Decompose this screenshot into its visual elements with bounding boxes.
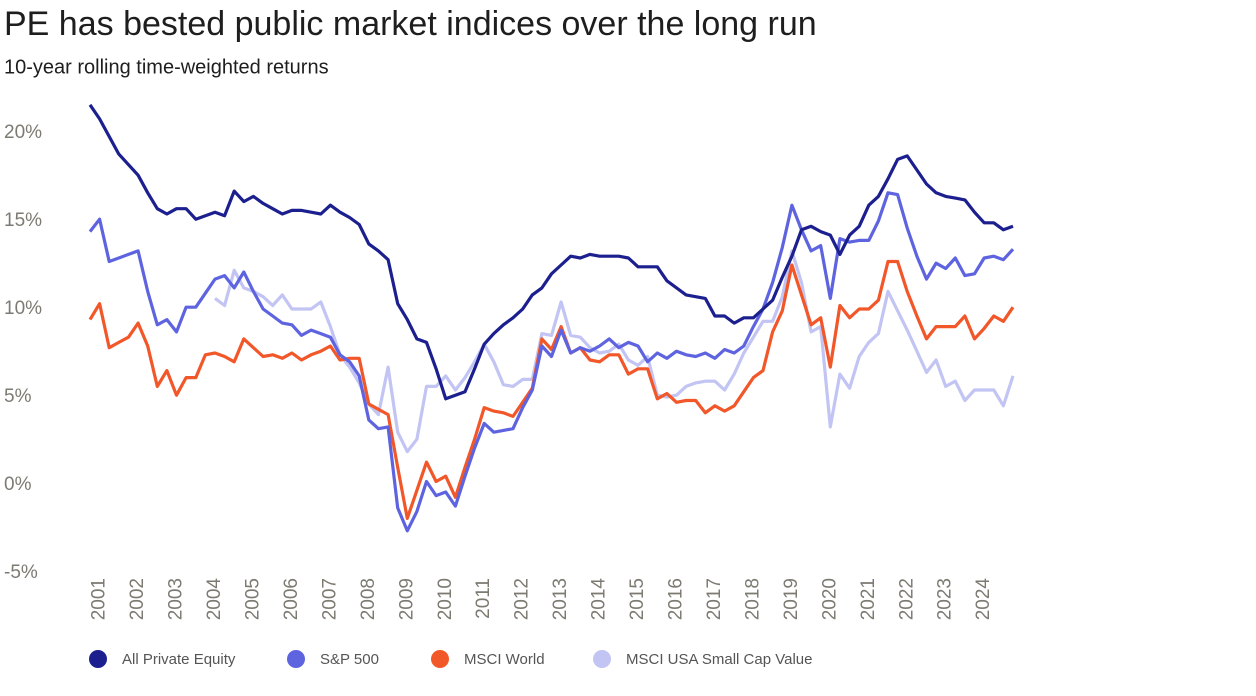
x-tick-label: 2016	[666, 578, 687, 620]
x-tick-label: 2015	[627, 578, 648, 620]
x-tick-label: 2004	[204, 578, 225, 621]
x-tick-label: 2012	[512, 578, 533, 620]
y-tick-label: -5%	[4, 562, 38, 583]
x-tick-label: 2009	[396, 578, 417, 620]
x-tick-label: 2001	[89, 578, 110, 620]
series-line	[88, 191, 1015, 533]
series-line	[214, 249, 1015, 454]
x-tick-label: 2018	[742, 578, 763, 620]
legend-marker	[287, 650, 305, 668]
x-tick-label: 2002	[127, 578, 148, 620]
legend-label: S&P 500	[320, 651, 379, 668]
y-tick-label: 0%	[4, 474, 32, 495]
y-tick-label: 5%	[4, 386, 32, 407]
x-tick-label: 2023	[935, 578, 956, 620]
y-tick-label: 10%	[4, 298, 42, 319]
x-tick-label: 2006	[281, 578, 302, 620]
series-line	[88, 103, 1014, 401]
x-tick-label: 2019	[781, 578, 802, 620]
x-tick-label: 2005	[242, 578, 263, 620]
x-tick-label: 2022	[896, 578, 917, 620]
chart-title: PE has bested public market indices over…	[4, 5, 817, 43]
legend-label: MSCI USA Small Cap Value	[626, 651, 812, 668]
x-tick-label: 2013	[550, 578, 571, 620]
legend-label: MSCI World	[464, 651, 545, 668]
legend-marker	[431, 650, 449, 668]
y-tick-label: 20%	[4, 122, 42, 143]
x-tick-label: 2020	[819, 578, 840, 620]
x-tick-label: 2008	[358, 578, 379, 620]
x-tick-label: 2011	[473, 578, 494, 619]
legend-label: All Private Equity	[122, 651, 236, 668]
x-tick-label: 2014	[589, 578, 610, 621]
x-tick-label: 2017	[704, 578, 725, 620]
x-tick-label: 2010	[435, 578, 456, 620]
x-tick-label: 2007	[319, 578, 340, 620]
legend-marker	[593, 650, 611, 668]
x-tick-label: 2024	[973, 578, 994, 621]
chart-subtitle: 10-year rolling time-weighted returns	[4, 56, 329, 78]
y-tick-label: 15%	[4, 210, 42, 231]
x-tick-label: 2003	[166, 578, 187, 620]
x-tick-label: 2021	[858, 578, 879, 620]
series-line	[88, 259, 1015, 520]
legend-marker	[89, 650, 107, 668]
